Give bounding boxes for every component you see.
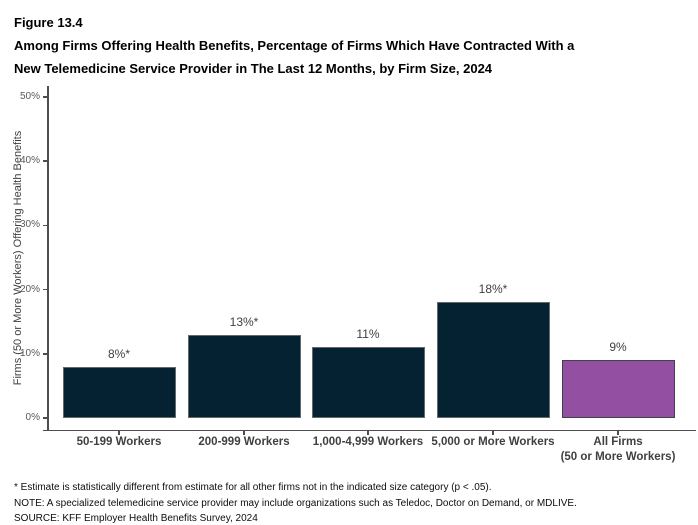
y-tick-label: 40% — [19, 155, 40, 167]
bar-value-label: 8%* — [107, 346, 130, 361]
x-tick — [243, 430, 245, 435]
bar — [561, 360, 675, 418]
x-category-label: 5,000 or More Workers — [431, 435, 555, 448]
y-tick — [43, 160, 48, 162]
x-tick — [617, 430, 619, 435]
x-category-label: All Firms (50 or More Workers) — [560, 435, 676, 463]
bar — [436, 302, 550, 418]
y-tick — [43, 353, 48, 355]
bar — [62, 366, 176, 418]
bar-value-label: 9% — [609, 340, 627, 355]
x-tick — [492, 430, 494, 435]
bar — [311, 347, 425, 418]
y-tick-label: 50% — [19, 91, 40, 102]
x-tick — [118, 430, 120, 435]
footnote-note: NOTE: A specialized telemedicine service… — [14, 497, 577, 509]
y-tick — [43, 417, 48, 419]
y-tick-label: 30% — [19, 219, 40, 231]
x-category-label: 1,000-4,999 Workers — [312, 435, 424, 448]
y-tick — [43, 96, 48, 98]
y-axis-line — [47, 86, 49, 431]
bar-value-label: 11% — [356, 327, 380, 342]
y-tick-label: 0% — [25, 412, 40, 423]
footnote-estimate: * Estimate is statistically different fr… — [14, 482, 492, 493]
footnote-source: SOURCE: KFF Employer Health Benefits Sur… — [14, 513, 258, 524]
figure-title-line-1: Among Firms Offering Health Benefits, Pe… — [14, 38, 575, 53]
figure-title: Among Firms Offering Health Benefits, Pe… — [14, 34, 674, 80]
x-tick — [367, 430, 369, 435]
figure-number: Figure 13.4 — [14, 15, 83, 30]
bar-value-label: 18%* — [478, 282, 508, 297]
y-tick — [43, 288, 48, 291]
figure-title-line-2: New Telemedicine Service Provider in The… — [14, 61, 493, 76]
footnotes: * Estimate is statistically different fr… — [14, 480, 686, 525]
y-tick-label: 10% — [19, 347, 40, 359]
y-tick-label: 20% — [19, 283, 40, 295]
x-category-label: 50-199 Workers — [76, 435, 162, 448]
bar-value-label: 13%* — [229, 314, 259, 329]
bar — [187, 334, 301, 418]
x-axis-line — [43, 429, 696, 431]
y-tick — [43, 224, 48, 227]
x-category-label: 200-999 Workers — [198, 435, 290, 448]
y-axis-title: Firms (50 or More Workers) Offering Heal… — [12, 130, 24, 386]
